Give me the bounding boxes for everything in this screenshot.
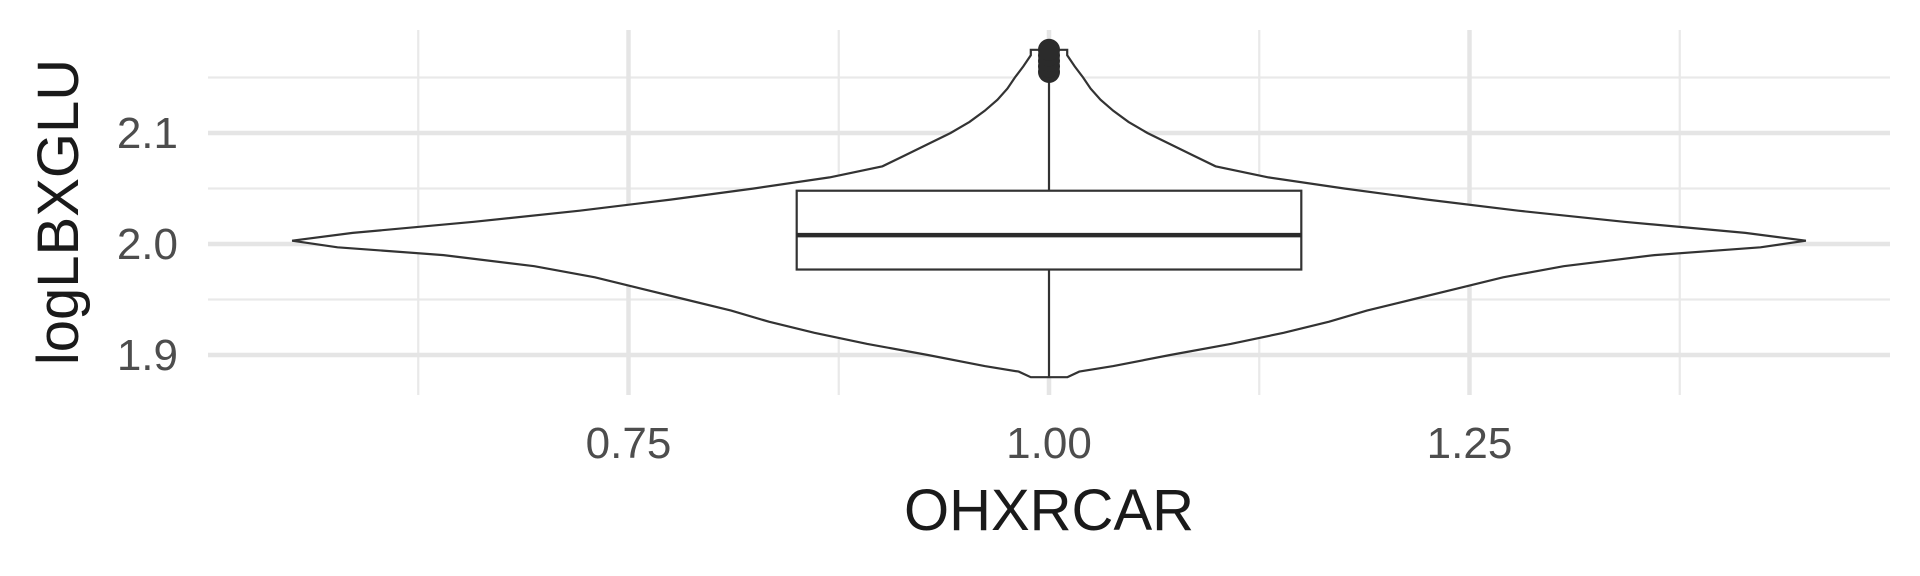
- outlier-points: [1038, 38, 1060, 83]
- x-tick-label: 0.75: [586, 419, 672, 468]
- x-axis-ticks: 0.75 1.00 1.25: [586, 419, 1513, 468]
- y-axis-title: logLBXGLU: [26, 59, 91, 365]
- outlier-point: [1038, 38, 1060, 61]
- x-tick-label: 1.00: [1006, 419, 1092, 468]
- boxplot: [795, 38, 1303, 378]
- y-axis-ticks: 1.9 2.0 2.1: [117, 109, 178, 380]
- y-tick-label: 1.9: [117, 331, 178, 380]
- y-tick-label: 2.1: [117, 109, 178, 158]
- x-tick-label: 1.25: [1427, 419, 1513, 468]
- x-axis-title: OHXRCAR: [904, 478, 1194, 543]
- box-iqr: [795, 189, 1303, 271]
- y-tick-label: 2.0: [117, 220, 178, 269]
